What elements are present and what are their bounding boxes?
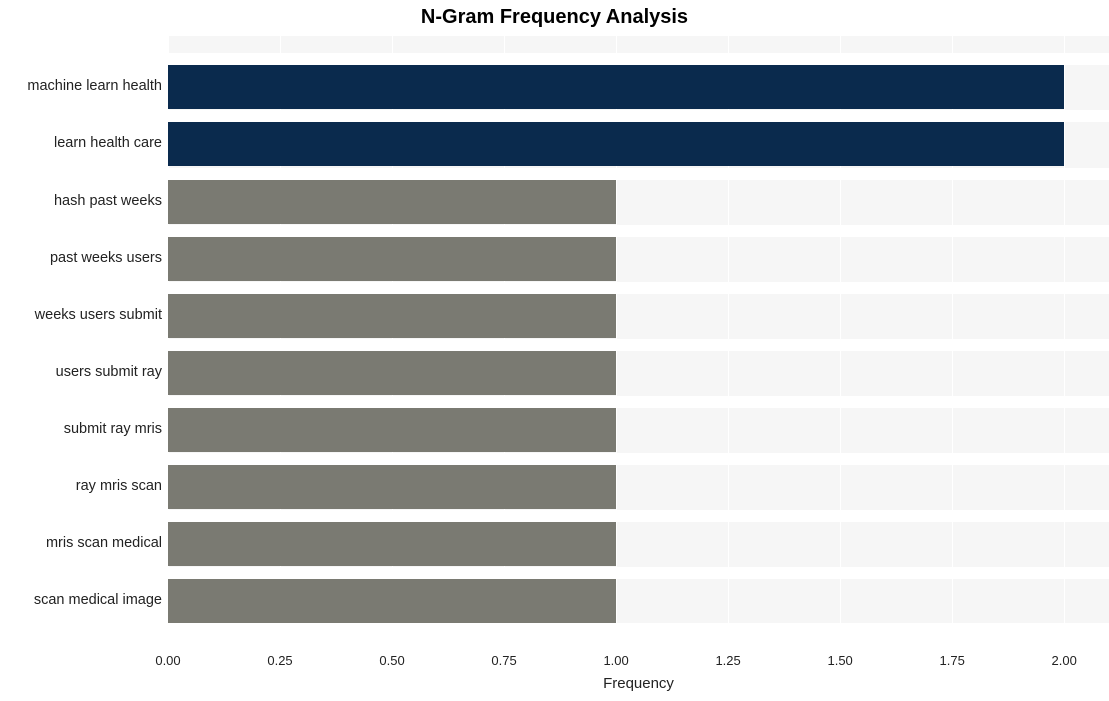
row-band bbox=[168, 623, 1109, 641]
row-band bbox=[168, 110, 1109, 122]
y-tick-label: machine learn health bbox=[27, 78, 162, 94]
row-band bbox=[168, 567, 1109, 579]
y-tick-label: ray mris scan bbox=[76, 478, 162, 494]
row-band bbox=[168, 453, 1109, 465]
bar bbox=[168, 408, 616, 452]
bar bbox=[168, 122, 1064, 166]
bar bbox=[168, 65, 1064, 109]
y-tick-label: weeks users submit bbox=[35, 307, 162, 323]
bar bbox=[168, 351, 616, 395]
x-tick-label: 2.00 bbox=[1052, 653, 1077, 668]
bar bbox=[168, 465, 616, 509]
y-tick-label: submit ray mris bbox=[64, 421, 162, 437]
x-tick-label: 0.75 bbox=[491, 653, 516, 668]
bar bbox=[168, 294, 616, 338]
plot-area bbox=[168, 36, 1109, 641]
bar bbox=[168, 180, 616, 224]
y-tick-label: learn health care bbox=[54, 135, 162, 151]
row-band bbox=[168, 225, 1109, 237]
row-band bbox=[168, 168, 1109, 180]
row-band bbox=[168, 53, 1109, 65]
bar bbox=[168, 522, 616, 566]
y-tick-label: users submit ray bbox=[56, 364, 162, 380]
y-tick-label: mris scan medical bbox=[46, 535, 162, 551]
bar bbox=[168, 579, 616, 623]
x-tick-label: 1.75 bbox=[940, 653, 965, 668]
x-tick-label: 1.25 bbox=[715, 653, 740, 668]
row-band bbox=[168, 339, 1109, 351]
y-tick-label: past weeks users bbox=[50, 250, 162, 266]
x-tick-label: 1.00 bbox=[603, 653, 628, 668]
chart-title: N-Gram Frequency Analysis bbox=[0, 6, 1109, 29]
y-tick-label: hash past weeks bbox=[54, 193, 162, 209]
x-tick-label: 0.50 bbox=[379, 653, 404, 668]
x-tick-label: 0.25 bbox=[267, 653, 292, 668]
x-tick-label: 1.50 bbox=[827, 653, 852, 668]
row-band bbox=[168, 282, 1109, 294]
x-axis-title: Frequency bbox=[168, 675, 1109, 692]
ngram-frequency-chart: N-Gram Frequency Analysis Frequency mach… bbox=[0, 0, 1109, 701]
row-band bbox=[168, 396, 1109, 408]
x-tick-label: 0.00 bbox=[155, 653, 180, 668]
row-band bbox=[168, 510, 1109, 522]
y-tick-label: scan medical image bbox=[34, 592, 162, 608]
bar bbox=[168, 237, 616, 281]
x-gridline bbox=[1064, 36, 1065, 641]
